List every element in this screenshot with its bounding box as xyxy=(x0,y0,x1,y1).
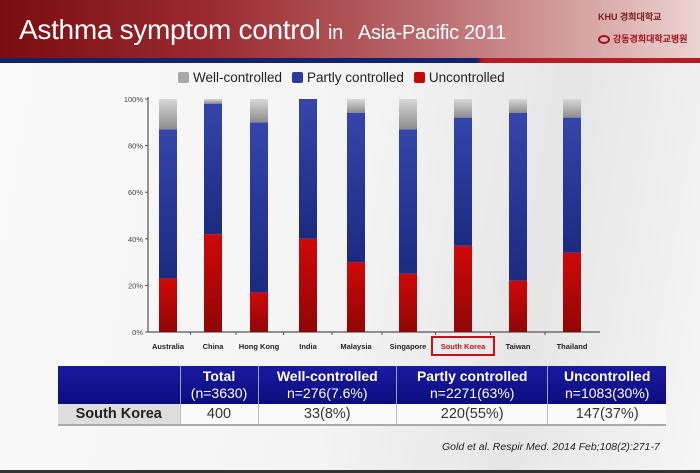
table-header-row: Total (n=3630) Well-controlled n=276(7.6%)… xyxy=(58,366,666,404)
bar-uncontrolled xyxy=(454,245,472,332)
title-main: Asthma symptom control xyxy=(19,14,321,45)
header-partly: Partly controlled n=2271(63%) xyxy=(395,366,548,404)
header-total: Total (n=3630) xyxy=(179,366,259,404)
cell-partly: 220(55%) xyxy=(395,404,548,426)
bar-partly-controlled xyxy=(563,117,581,253)
legend-swatch xyxy=(178,72,189,83)
bar-partly-controlled xyxy=(347,112,365,263)
header-banner xyxy=(0,0,700,58)
bar-well-controlled xyxy=(563,99,581,118)
title-in: in xyxy=(327,22,343,44)
y-tick-label: 60% xyxy=(128,188,143,197)
bar-well-controlled xyxy=(204,99,222,104)
header-well: Well-controlled n=276(7.6%) xyxy=(257,366,397,404)
hospital-logo: 강동경희대학교병원 xyxy=(598,32,698,45)
cell-uncontrolled: 147(37%) xyxy=(547,404,666,426)
header-uncontrolled: Uncontrolled n=1083(30%) xyxy=(547,366,666,404)
slide-title: Asthma symptom control in Asia-Pacific 2… xyxy=(19,14,585,49)
bar-partly-controlled xyxy=(399,129,417,274)
bar-uncontrolled xyxy=(159,278,177,332)
y-tick-label: 80% xyxy=(128,142,143,151)
bar-uncontrolled xyxy=(347,262,365,332)
bar-partly-controlled xyxy=(509,112,527,281)
legend-partly: Partly controlled xyxy=(292,70,404,85)
legend-swatch xyxy=(292,72,304,83)
highlight-box xyxy=(431,336,495,356)
x-tick-label: Singapore xyxy=(390,342,427,351)
bar-well-controlled xyxy=(399,99,417,130)
bar-well-controlled xyxy=(347,99,365,113)
bar-uncontrolled xyxy=(299,238,317,332)
legend-swatch xyxy=(413,72,425,83)
x-tick-label: Thailand xyxy=(557,342,588,351)
legend-well: Well-controlled xyxy=(178,70,282,85)
x-tick-label: Taiwan xyxy=(506,342,531,351)
bar-partly-controlled xyxy=(250,122,268,293)
header-cell-empty xyxy=(58,366,180,404)
footer-line xyxy=(0,470,700,473)
x-tick-label: Hong Kong xyxy=(239,342,280,351)
citation: Gold et al. Respir Med. 2014 Feb;108(2):… xyxy=(442,441,660,453)
bar-partly-controlled xyxy=(159,129,177,279)
bar-uncontrolled xyxy=(250,292,268,332)
x-tick-label: India xyxy=(299,342,317,351)
legend-uncontrolled: Uncontrolled xyxy=(413,70,505,85)
bar-uncontrolled xyxy=(563,252,581,332)
summary-table: Total (n=3630) Well-controlled n=276(7.6%)… xyxy=(58,366,666,426)
y-tick-label: 0% xyxy=(132,328,143,337)
stacked-bar-chart: 0% 20% 40% 60% 80% 100% Australia China Hong Kon… xyxy=(124,95,600,356)
chart-legend: Well-controlled Partly controlled Uncont… xyxy=(178,70,505,85)
header-divider xyxy=(0,58,700,63)
x-tick-label: Australia xyxy=(152,342,185,351)
bar-partly-controlled xyxy=(299,99,317,239)
y-tick-label: 100% xyxy=(124,95,144,104)
bar-uncontrolled xyxy=(399,273,417,332)
table-row: South Korea 400 33(8%) 220(55%) 147(37%) xyxy=(58,404,666,426)
x-tick-label: South Korea xyxy=(441,342,486,351)
title-rest: Asia-Pacific 2011 xyxy=(357,22,506,44)
bar-well-controlled xyxy=(159,99,177,130)
row-label: South Korea xyxy=(58,404,180,426)
y-tick-label: 20% xyxy=(128,281,143,290)
y-tick-label: 40% xyxy=(128,235,143,244)
bar-uncontrolled xyxy=(509,280,527,332)
bar-well-controlled xyxy=(250,99,268,123)
bar-uncontrolled xyxy=(204,234,222,332)
x-tick-label: China xyxy=(203,342,225,351)
cell-total: 400 xyxy=(179,404,259,426)
bar-well-controlled xyxy=(509,99,527,113)
bar-partly-controlled xyxy=(204,103,222,235)
hospital-emblem-icon xyxy=(598,35,610,45)
cell-well: 33(8%) xyxy=(257,404,397,426)
university-logo: KHU 경희대학교 xyxy=(598,12,662,22)
bar-well-controlled xyxy=(454,99,472,118)
bar-partly-controlled xyxy=(454,117,472,246)
x-tick-label: Malaysia xyxy=(340,342,372,351)
